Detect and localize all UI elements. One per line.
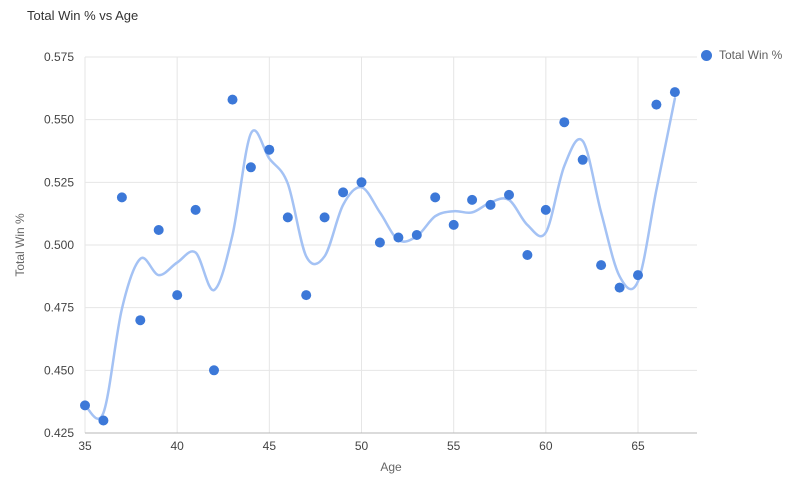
- data-point[interactable]: [245, 162, 256, 173]
- data-point[interactable]: [651, 99, 662, 110]
- data-point[interactable]: [669, 87, 680, 98]
- data-point[interactable]: [172, 290, 183, 301]
- data-point[interactable]: [540, 204, 551, 215]
- y-tick-label: 0.475: [44, 301, 74, 315]
- data-point[interactable]: [559, 117, 570, 128]
- data-point[interactable]: [227, 94, 238, 105]
- data-point[interactable]: [282, 212, 293, 223]
- data-point[interactable]: [448, 219, 459, 230]
- x-tick-label: 60: [539, 439, 553, 453]
- data-point[interactable]: [596, 260, 607, 271]
- data-point[interactable]: [485, 199, 496, 210]
- data-point[interactable]: [135, 315, 146, 326]
- data-point[interactable]: [98, 415, 109, 426]
- x-tick-label: 40: [170, 439, 184, 453]
- data-point[interactable]: [633, 270, 643, 281]
- chart-title: Total Win % vs Age: [27, 8, 139, 23]
- data-point[interactable]: [264, 144, 275, 155]
- x-tick-label: 55: [447, 439, 461, 453]
- data-point[interactable]: [374, 237, 385, 248]
- y-tick-label: 0.450: [44, 363, 74, 377]
- data-point[interactable]: [522, 250, 533, 260]
- x-tick-label: 65: [631, 439, 645, 453]
- data-point[interactable]: [411, 230, 422, 240]
- y-tick-label: 0.575: [44, 50, 74, 64]
- data-point[interactable]: [393, 232, 404, 243]
- data-point[interactable]: [356, 177, 367, 188]
- data-point[interactable]: [209, 365, 219, 376]
- trend-line: [83, 97, 677, 420]
- data-point[interactable]: [338, 187, 349, 198]
- data-point[interactable]: [116, 192, 127, 203]
- data-point[interactable]: [504, 189, 514, 200]
- x-tick-label: 35: [78, 439, 92, 453]
- y-tick-label: 0.550: [44, 113, 74, 127]
- data-point[interactable]: [190, 204, 201, 215]
- x-tick-label: 45: [263, 439, 277, 453]
- data-point[interactable]: [614, 282, 625, 293]
- y-tick-label: 0.425: [44, 426, 74, 440]
- data-point[interactable]: [430, 192, 441, 203]
- y-axis-title: Total Win %: [13, 213, 27, 277]
- y-tick-label: 0.525: [44, 175, 74, 189]
- x-axis-title: Age: [380, 460, 402, 474]
- data-point[interactable]: [80, 400, 90, 411]
- y-tick-label: 0.500: [44, 238, 74, 252]
- data-point[interactable]: [467, 194, 478, 205]
- data-point[interactable]: [577, 154, 588, 165]
- data-point[interactable]: [301, 290, 312, 301]
- x-tick-label: 50: [355, 439, 369, 453]
- legend-item[interactable]: Total Win %: [701, 48, 782, 62]
- legend-marker-icon: [701, 49, 712, 61]
- data-point[interactable]: [153, 225, 164, 235]
- data-point[interactable]: [319, 212, 330, 223]
- legend-label: Total Win %: [719, 48, 783, 62]
